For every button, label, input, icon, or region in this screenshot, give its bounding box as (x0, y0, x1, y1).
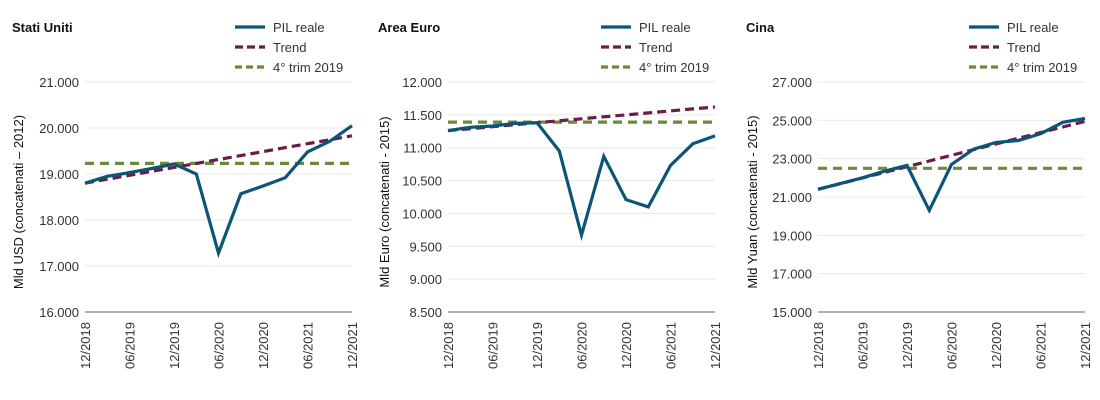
y-tick-label: 11.500 (403, 108, 442, 123)
x-tick-label: 06/2019 (123, 322, 138, 369)
series-line-trend (84, 134, 353, 185)
series-line-pil-reale (84, 124, 353, 259)
x-tick-label: 12/2020 (619, 322, 634, 369)
legend-label: 4° trim 2019 (639, 60, 709, 75)
legend-label: PIL reale (273, 20, 325, 35)
y-tick-label: 19.000 (39, 167, 79, 182)
y-tick-label: 17.000 (39, 259, 79, 274)
series-line-pil-reale (447, 121, 716, 242)
y-tick-label: 19.000 (772, 228, 812, 243)
x-tick-label: 06/2020 (575, 322, 590, 369)
legend-label: 4° trim 2019 (273, 60, 343, 75)
y-tick-label: 27.000 (772, 75, 812, 90)
x-tick-label: 12/2020 (989, 322, 1004, 369)
chart-panel-1: Area Euro 8.500 9.000 9.500 10.000 10.500 11.0… (377, 20, 723, 369)
x-tick-label: 12/2021 (708, 322, 723, 369)
y-tick-label: 9.500 (409, 239, 442, 254)
y-tick-label: 20.000 (39, 121, 79, 136)
x-tick-label: 12/2019 (530, 322, 545, 369)
x-tick-label: 06/2020 (945, 322, 960, 369)
legend-label: 4° trim 2019 (1007, 60, 1077, 75)
x-tick-label: 06/2020 (212, 322, 227, 369)
x-tick-label: 12/2018 (441, 322, 456, 369)
x-tick-label: 06/2021 (301, 322, 316, 369)
y-tick-label: 23.000 (772, 152, 812, 167)
x-tick-label: 06/2021 (664, 322, 679, 369)
legend-label: Trend (1007, 40, 1040, 55)
chart-panel-0: Stati Uniti 16.000 17.000 18.000 19.000 20.00… (11, 20, 360, 369)
chart-title: Stati Uniti (12, 20, 73, 35)
legend-label: Trend (273, 40, 306, 55)
y-tick-label: 15.000 (772, 305, 812, 320)
chart-title: Cina (746, 20, 775, 35)
x-tick-label: 06/2019 (486, 322, 501, 369)
y-tick-label: 17.000 (772, 267, 812, 282)
y-tick-label: 16.000 (39, 305, 79, 320)
legend-label: PIL reale (639, 20, 691, 35)
x-tick-label: 06/2021 (1034, 322, 1049, 369)
x-tick-label: 12/2019 (900, 322, 915, 369)
legend-label: Trend (639, 40, 672, 55)
y-tick-label: 10.500 (402, 174, 442, 189)
y-tick-label: 25.000 (772, 113, 812, 128)
y-tick-label: 9.000 (409, 272, 442, 287)
y-axis-label: Mld Yuan (concatenati - 2015) (745, 115, 760, 288)
series-line-pil-reale (817, 116, 1086, 215)
y-tick-label: 18.000 (39, 213, 79, 228)
x-tick-label: 12/2021 (1078, 322, 1093, 369)
y-axis-label: Mld Euro (concatenati - 2015) (377, 116, 392, 287)
y-tick-label: 8.500 (409, 305, 442, 320)
x-tick-label: 12/2021 (345, 322, 360, 369)
chart-title: Area Euro (378, 20, 440, 35)
x-tick-label: 12/2020 (256, 322, 271, 369)
y-axis-label: Mld USD (concatenati – 2012) (11, 115, 26, 289)
x-tick-label: 06/2019 (856, 322, 871, 369)
y-tick-label: 10.000 (402, 206, 442, 221)
x-tick-label: 12/2018 (78, 322, 93, 369)
y-tick-label: 21.000 (772, 190, 812, 205)
y-tick-label: 12.000 (402, 75, 442, 90)
y-tick-label: 11.000 (403, 141, 442, 156)
x-tick-label: 12/2018 (811, 322, 826, 369)
chart-panel-2: Cina 15.000 17.000 19.000 21.000 23.000 25.000… (745, 20, 1093, 369)
x-tick-label: 12/2019 (167, 322, 182, 369)
legend-label: PIL reale (1007, 20, 1059, 35)
y-tick-label: 21.000 (39, 75, 79, 90)
